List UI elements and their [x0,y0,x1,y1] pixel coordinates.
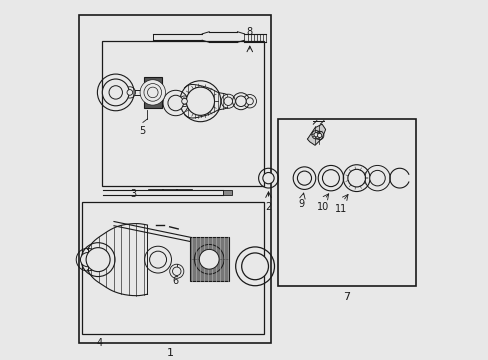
Circle shape [172,267,181,275]
Circle shape [241,253,268,280]
Text: 4: 4 [97,338,102,348]
Circle shape [143,84,161,101]
Text: 5: 5 [139,126,145,136]
Circle shape [109,86,122,99]
Polygon shape [189,237,228,281]
Text: 11: 11 [335,204,347,214]
Text: 3: 3 [130,189,136,199]
Circle shape [297,171,311,185]
Circle shape [127,90,132,95]
Circle shape [167,95,183,111]
Polygon shape [306,124,325,145]
Circle shape [224,97,232,105]
Circle shape [317,133,321,138]
Circle shape [246,98,253,105]
Text: 1: 1 [166,348,174,358]
Polygon shape [223,190,232,195]
Text: 9: 9 [298,199,304,209]
Circle shape [140,80,165,105]
Circle shape [102,79,129,106]
Circle shape [199,249,219,269]
Circle shape [81,253,94,267]
Circle shape [322,170,339,186]
Circle shape [186,87,214,115]
Text: 2: 2 [265,202,271,212]
Text: 10: 10 [316,202,328,212]
Circle shape [347,169,365,187]
Polygon shape [143,77,161,108]
Text: 8: 8 [246,27,252,37]
Circle shape [147,87,158,98]
Circle shape [182,98,187,104]
Circle shape [263,172,274,184]
Text: 6: 6 [172,276,179,286]
Text: 7: 7 [343,292,349,302]
Circle shape [149,251,166,268]
Circle shape [313,132,318,137]
Circle shape [235,96,246,107]
Circle shape [369,170,385,186]
Circle shape [86,248,110,272]
